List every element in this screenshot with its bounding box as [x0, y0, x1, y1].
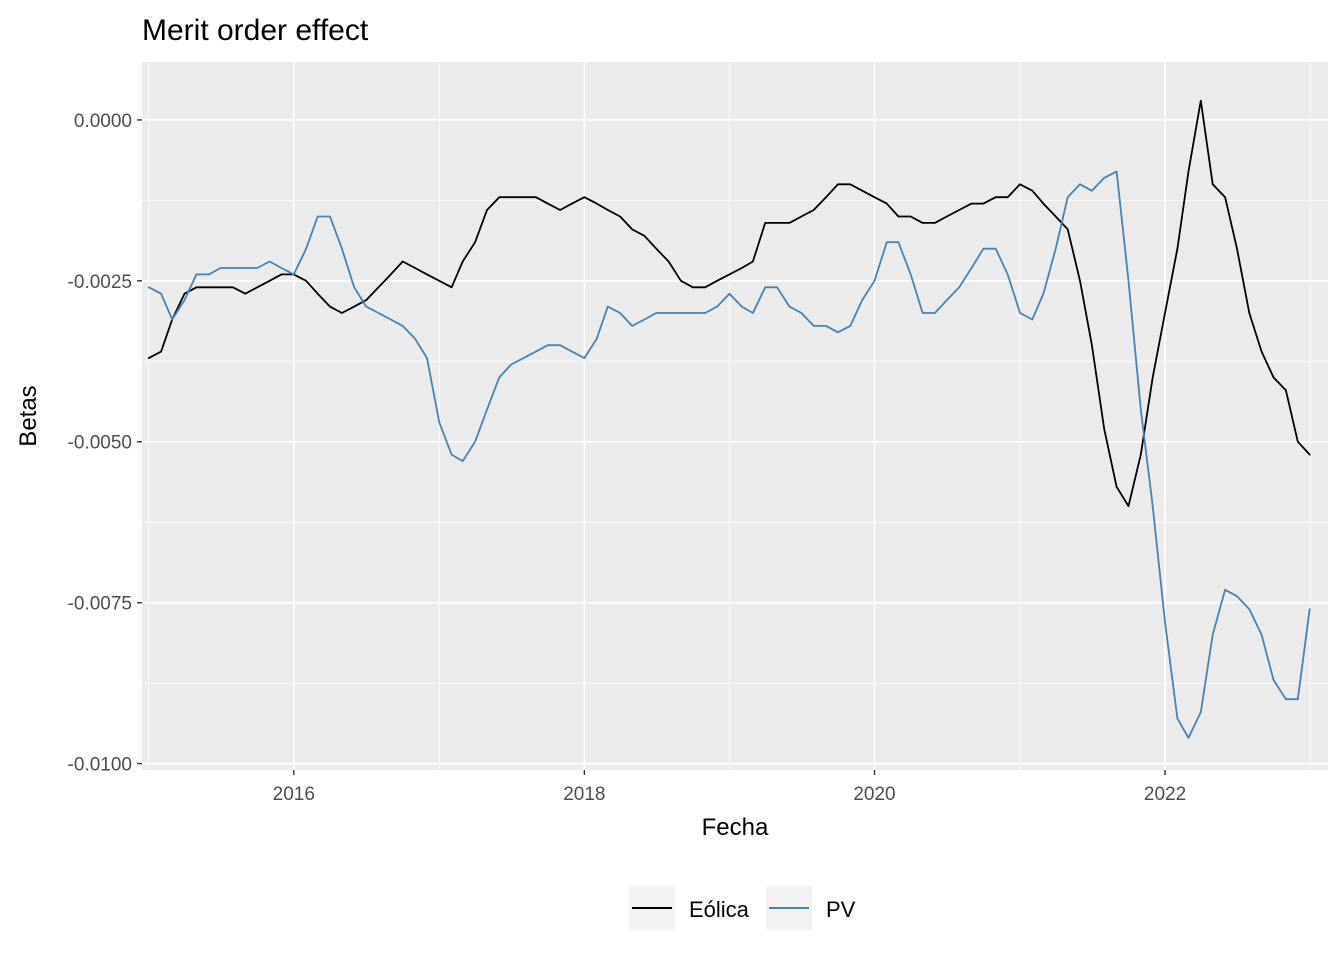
series-line-eolica — [147, 99, 1311, 508]
series-lines — [147, 99, 1311, 739]
y-tick-label: -0.0050 — [68, 433, 132, 454]
y-tick-label: -0.0025 — [68, 272, 132, 293]
legend: Eólica PV — [629, 886, 856, 930]
y-tick-label: -0.0075 — [68, 594, 132, 615]
chart-title: Merit order effect — [142, 14, 369, 47]
plot-panel — [142, 62, 1328, 770]
y-tick-label: -0.0100 — [68, 755, 132, 776]
x-tick-label: 2022 — [1144, 784, 1186, 805]
legend-label-eolica: Eólica — [689, 897, 750, 922]
x-tick-label: 2020 — [853, 784, 895, 805]
y-axis-ticks: 0.0000 -0.0025 -0.0050 -0.0075 -0.0100 — [68, 111, 142, 776]
legend-label-pv: PV — [826, 897, 856, 922]
y-axis-label: Betas — [15, 385, 42, 446]
y-tick-label: 0.0000 — [74, 111, 132, 132]
grid-lines — [142, 62, 1328, 770]
x-axis-label: Fecha — [702, 814, 769, 841]
x-axis-ticks: 2016 2018 2020 2022 — [273, 770, 1186, 805]
x-tick-label: 2018 — [563, 784, 605, 805]
series-line-pv — [147, 170, 1311, 739]
x-tick-label: 2016 — [273, 784, 315, 805]
